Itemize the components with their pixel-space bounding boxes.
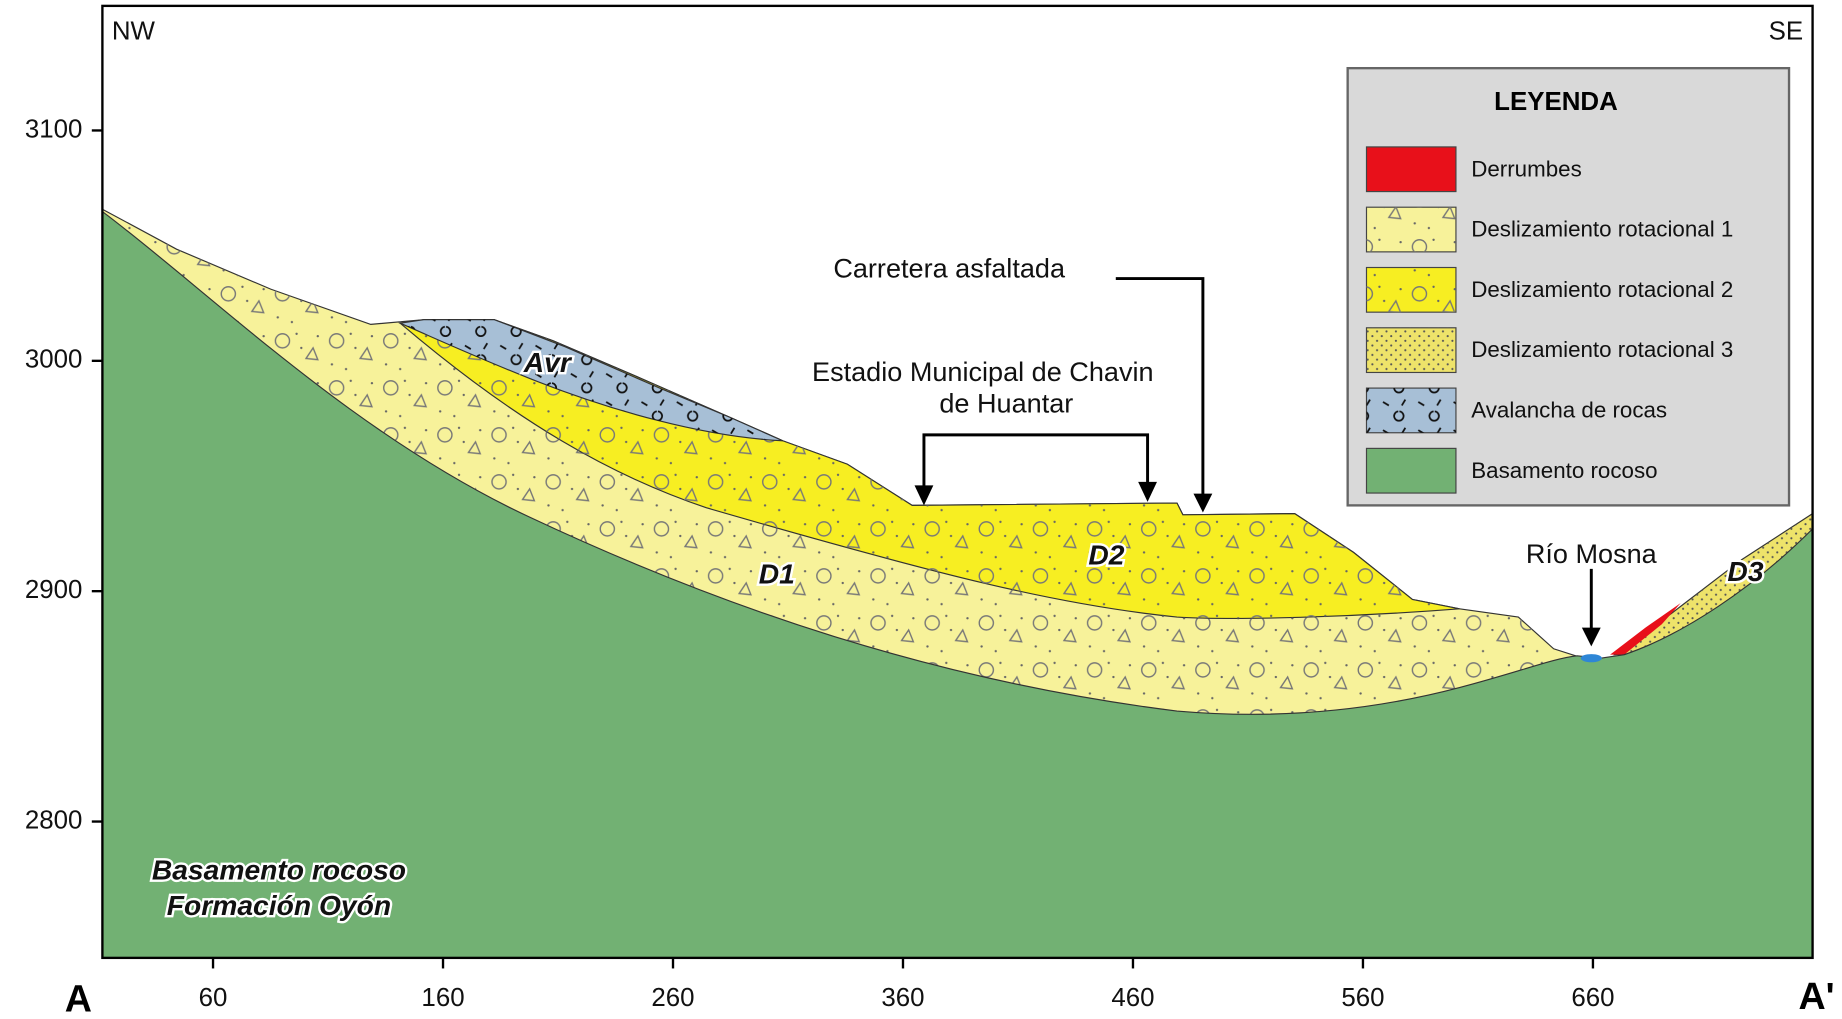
legend-swatch-pattern — [1366, 327, 1456, 373]
x-tick-label: 360 — [881, 984, 924, 1012]
label-d3: D3 — [1727, 555, 1763, 587]
legend-swatch — [1365, 447, 1457, 494]
label-d2: D2 — [1088, 539, 1124, 571]
stadium-label: Estadio Municipal de Chavin — [812, 357, 1154, 387]
x-tick-label: 460 — [1111, 984, 1154, 1012]
legend-label: Avalancha de rocas — [1471, 398, 1667, 423]
y-tick-label: 2800 — [25, 806, 83, 834]
label-d1: D1 — [759, 557, 795, 589]
orientation-left: NW — [112, 18, 156, 46]
stadium-bracket — [922, 433, 1150, 500]
basement-label: Formación Oyón — [167, 889, 391, 921]
legend-label: Deslizamiento rotacional 3 — [1471, 337, 1733, 362]
legend-label: Deslizamiento rotacional 2 — [1471, 277, 1733, 302]
unit-derrumbes — [1610, 602, 1681, 655]
legend: LEYENDA Derrumbes Deslizamiento rotaciona… — [1346, 66, 1791, 507]
road-arrow — [1115, 277, 1205, 500]
legend-label: Basamento rocoso — [1471, 458, 1657, 483]
section-end: A' — [1798, 975, 1834, 1017]
legend-swatch-pattern — [1366, 207, 1456, 252]
legend-title: LEYENDA — [1494, 88, 1618, 116]
y-tick-label: 3100 — [25, 115, 83, 143]
orientation-right: SE — [1769, 18, 1804, 46]
legend-swatch — [1365, 146, 1457, 193]
x-tick-label: 60 — [199, 984, 228, 1012]
axes: 2800 2900 3000 3100 60 160 260 360 460 560 660 — [25, 115, 1615, 1012]
river-label: Río Mosna — [1526, 539, 1658, 569]
x-tick-label: 160 — [421, 984, 464, 1012]
x-tick-label: 260 — [651, 984, 694, 1012]
stadium-label: de Huantar — [939, 389, 1073, 419]
x-tick-label: 660 — [1571, 984, 1614, 1012]
frame — [101, 4, 1814, 960]
legend-swatch-pattern — [1366, 388, 1456, 433]
section-start: A — [65, 977, 92, 1019]
basement-label: Basamento rocoso — [152, 854, 406, 886]
y-tick-label: 3000 — [25, 346, 83, 374]
label-avr: Avr — [523, 346, 573, 378]
y-tick-label: 2900 — [25, 576, 83, 604]
road-label: Carretera asfaltada — [833, 253, 1066, 283]
x-tick-label: 560 — [1341, 984, 1384, 1012]
legend-swatch-pattern — [1366, 267, 1456, 313]
legend-label: Derrumbes — [1471, 156, 1582, 181]
unit-basement — [101, 210, 1814, 959]
river — [1580, 654, 1602, 663]
legend-label: Deslizamiento rotacional 1 — [1471, 217, 1733, 242]
